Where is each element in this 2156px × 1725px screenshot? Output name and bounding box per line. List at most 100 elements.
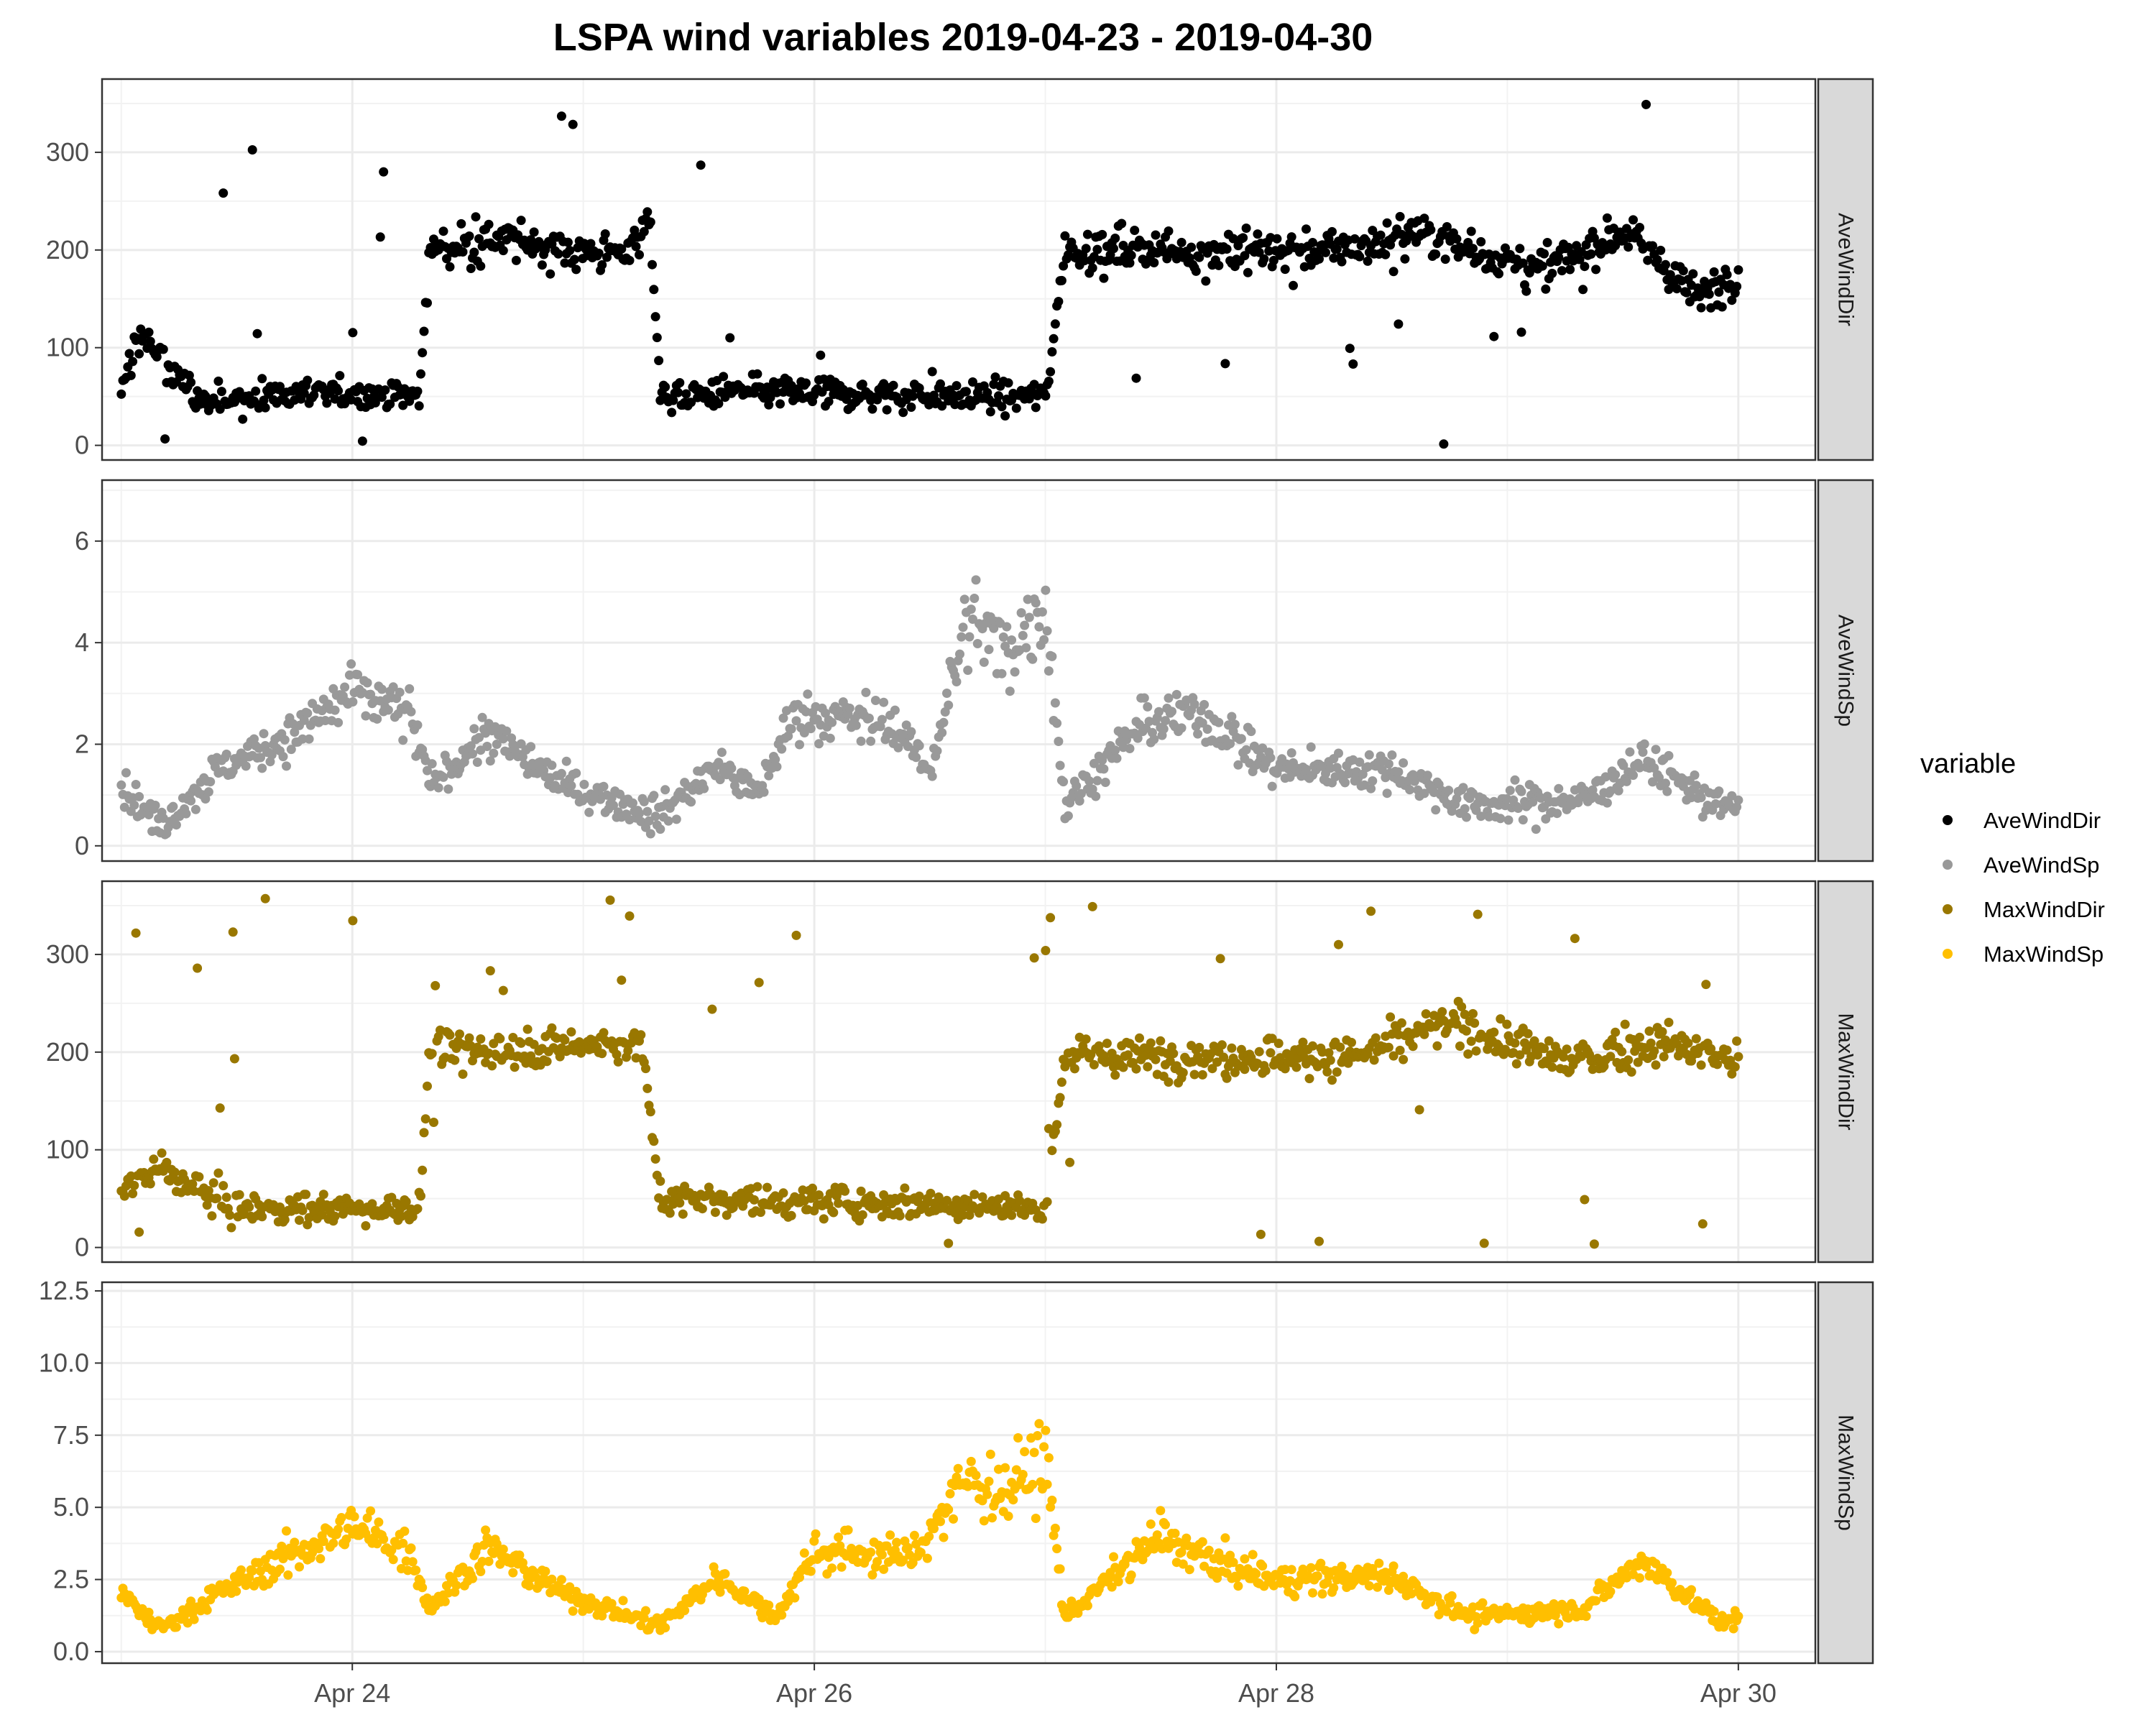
data-point <box>429 1118 438 1127</box>
data-point <box>260 893 270 903</box>
data-point <box>366 1506 376 1516</box>
data-point <box>958 1210 968 1220</box>
data-point <box>856 736 866 746</box>
data-point <box>1651 745 1661 755</box>
data-point <box>1383 759 1393 769</box>
data-point <box>568 119 578 129</box>
data-point <box>1623 242 1634 252</box>
facet-panels: 0 100 200 300 AveWindDir 0 2 4 6 AveWindSp 0 100 200… <box>39 78 1874 1666</box>
data-point <box>1733 1611 1743 1622</box>
data-point <box>752 369 763 379</box>
data-point <box>1714 287 1724 297</box>
y-tick-label: 5.0 <box>53 1492 89 1522</box>
data-point <box>234 1190 244 1200</box>
data-point <box>937 401 947 411</box>
data-point <box>1082 1601 1092 1611</box>
data-point <box>697 1204 707 1214</box>
data-point <box>1518 258 1528 268</box>
data-point <box>1562 1044 1572 1054</box>
data-point <box>778 1188 788 1198</box>
data-point <box>972 639 982 648</box>
panel-border <box>101 880 1817 1264</box>
data-point <box>1087 263 1097 273</box>
data-point <box>1470 1018 1480 1028</box>
data-point <box>1557 266 1567 276</box>
data-point <box>464 1033 474 1043</box>
data-point <box>144 1607 154 1617</box>
data-point <box>1024 612 1034 622</box>
data-point <box>427 1049 437 1059</box>
data-point <box>1055 1564 1065 1574</box>
data-point <box>1350 234 1360 244</box>
y-tick-label: 200 <box>46 235 89 264</box>
data-point <box>1184 1565 1194 1575</box>
data-point <box>926 1188 936 1198</box>
data-point <box>1207 1064 1217 1074</box>
data-point <box>998 632 1008 642</box>
data-point <box>1164 1077 1174 1087</box>
data-point <box>966 604 976 615</box>
data-point <box>1131 373 1141 383</box>
data-point <box>1364 1581 1374 1591</box>
data-point <box>966 1456 976 1466</box>
data-point <box>1243 267 1253 277</box>
data-point <box>1728 1624 1738 1634</box>
data-point <box>252 328 262 339</box>
x-axis: Apr 24 Apr 26 Apr 28 Apr 30 <box>314 1663 1777 1708</box>
data-point <box>1044 1453 1054 1463</box>
data-point <box>720 1569 730 1579</box>
data-point <box>642 207 653 217</box>
data-point <box>1016 608 1026 618</box>
data-point <box>213 376 224 386</box>
data-point <box>1123 1050 1133 1060</box>
facet-strip-label: AveWindDir <box>1834 213 1858 326</box>
data-point <box>1266 1048 1276 1058</box>
data-point <box>763 1182 772 1192</box>
data-point <box>1396 229 1406 239</box>
data-point <box>561 756 571 766</box>
data-point <box>1606 1052 1616 1062</box>
legend-key <box>1943 904 1953 914</box>
data-point <box>834 1198 844 1208</box>
data-point <box>1047 651 1057 661</box>
data-point <box>476 1567 486 1576</box>
data-point <box>969 1190 980 1200</box>
data-point <box>719 372 729 382</box>
data-point <box>1516 327 1526 337</box>
data-point <box>1651 1060 1661 1070</box>
data-point <box>1162 1049 1172 1059</box>
data-point <box>1191 266 1201 276</box>
data-point <box>194 1172 204 1182</box>
data-point <box>556 768 566 778</box>
data-point <box>642 1083 653 1093</box>
data-point <box>911 753 921 763</box>
chart-title: LSPA wind variables 2019-04-23 - 2019-04… <box>553 16 1373 59</box>
data-point <box>715 775 725 785</box>
data-point <box>1013 1433 1023 1443</box>
data-point <box>1228 1558 1238 1568</box>
data-point <box>1258 1561 1268 1571</box>
data-point <box>964 632 975 642</box>
data-point <box>547 760 557 770</box>
data-point <box>867 1570 877 1580</box>
data-point <box>218 1181 229 1191</box>
data-point <box>1405 785 1415 795</box>
data-point <box>1003 378 1013 388</box>
data-point <box>298 734 308 744</box>
facet-strip-label: AveWindSp <box>1834 615 1858 727</box>
data-point <box>660 382 671 392</box>
data-point <box>277 1541 287 1551</box>
y-tick-label: 0 <box>75 831 89 860</box>
data-point <box>1176 237 1187 247</box>
data-point <box>879 697 889 707</box>
data-point <box>1332 244 1342 254</box>
data-point <box>1722 270 1732 280</box>
facet-strip <box>1817 78 1874 461</box>
data-point <box>1189 699 1199 709</box>
data-point <box>890 705 900 715</box>
data-point <box>1704 289 1714 299</box>
data-point <box>1031 598 1041 608</box>
data-point <box>353 670 363 680</box>
data-point <box>1039 1442 1049 1452</box>
x-tick-label: Apr 30 <box>1700 1678 1777 1708</box>
